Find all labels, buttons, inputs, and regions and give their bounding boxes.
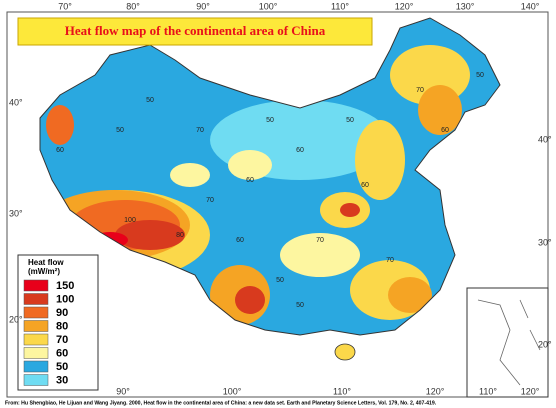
contour-label: 60 <box>56 147 64 154</box>
legend-swatch <box>23 360 49 373</box>
contour-label: 100 <box>124 217 136 224</box>
inset-longitude-label: 120° <box>521 386 540 396</box>
inset-islands <box>477 299 541 386</box>
citation: From: Hu Shengbiao, He Lijuan and Wang J… <box>5 400 437 406</box>
legend-label: 80 <box>56 320 68 332</box>
contour-label: 50 <box>476 72 484 79</box>
latitude-label: 30° <box>9 208 23 218</box>
legend-swatch <box>23 347 49 359</box>
contour-label: 70 <box>416 87 424 94</box>
longitude-label: 100° <box>223 386 242 396</box>
legend-swatch <box>23 293 49 305</box>
legend-title: Heat flow <box>28 258 64 267</box>
longitude-label: 120° <box>426 386 445 396</box>
contour-label: 80 <box>176 232 184 239</box>
contour-label: 70 <box>386 257 394 264</box>
legend-unit: (mW/m²) <box>28 267 60 276</box>
longitude-label: 130° <box>456 1 475 11</box>
china-border <box>39 17 501 336</box>
legend-swatch <box>23 320 49 332</box>
latitude-label: 40° <box>9 97 23 107</box>
contour-label: 50 <box>296 302 304 309</box>
legend-label: 90 <box>56 307 68 319</box>
legend-label: 60 <box>56 347 68 359</box>
longitude-label: 90° <box>196 1 210 11</box>
contour-label: 50 <box>116 127 124 134</box>
contour-label: 70 <box>316 237 324 244</box>
longitude-label: 110° <box>333 386 351 396</box>
legend-label: 30 <box>56 374 68 386</box>
latitude-label: 20° <box>9 314 23 324</box>
longitude-label: 140° <box>521 1 540 11</box>
legend-swatch <box>23 333 49 346</box>
latitude-label: 40° <box>538 134 552 144</box>
contour-label: 60 <box>296 147 304 154</box>
title-box <box>17 17 373 46</box>
legend-swatch <box>23 306 49 319</box>
contour-label: 60 <box>361 182 369 189</box>
map-title: Heat flow map of the continental area of… <box>65 23 326 38</box>
contour-label: 60 <box>441 127 449 134</box>
longitude-label: 70° <box>58 1 72 11</box>
legend-label: 100 <box>56 293 74 305</box>
contour-label: 60 <box>246 177 254 184</box>
contour-label: 50 <box>276 277 284 284</box>
contour-label: 50 <box>146 97 154 104</box>
legend-label: 150 <box>56 280 74 292</box>
contour-label: 70 <box>196 127 204 134</box>
inset-map <box>466 287 549 398</box>
latitude-label: 20° <box>538 339 552 349</box>
longitude-label: 120° <box>395 1 414 11</box>
legend-swatch <box>23 279 49 292</box>
longitude-label: 90° <box>116 386 130 396</box>
longitude-label: 100° <box>259 1 278 11</box>
legend-label: 70 <box>56 334 68 346</box>
contour-label: 60 <box>236 237 244 244</box>
contour-label: 70 <box>206 197 214 204</box>
longitude-label: 110° <box>331 1 349 11</box>
legend-swatch <box>23 374 49 386</box>
contour-label: 50 <box>346 117 354 124</box>
latitude-label: 30° <box>538 237 552 247</box>
contour-label: 50 <box>266 117 274 124</box>
longitude-label: 80° <box>126 1 140 11</box>
legend-label: 50 <box>56 361 68 373</box>
hainan-island <box>334 343 356 361</box>
inset-longitude-label: 110° <box>479 386 497 396</box>
